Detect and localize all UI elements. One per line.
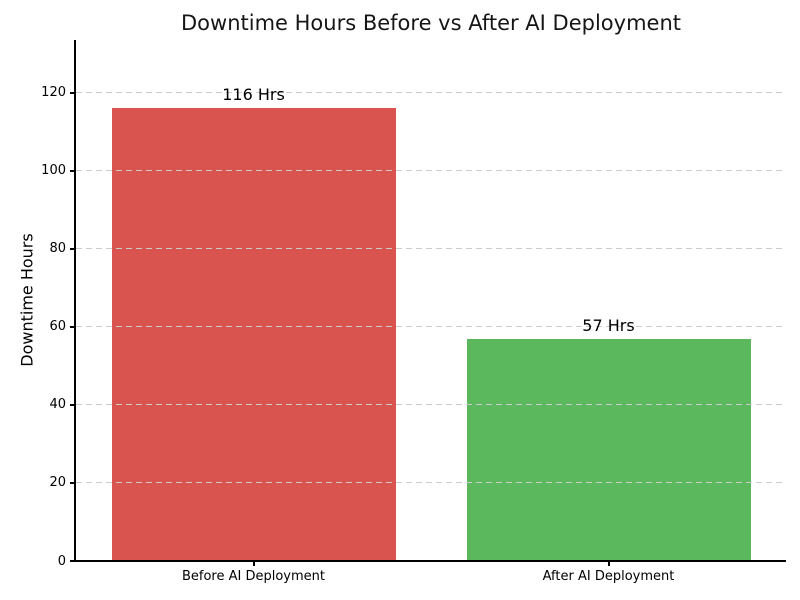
y-gridline (76, 482, 786, 484)
x-tick-label: Before AI Deployment (181, 569, 325, 584)
x-axis-spine (74, 560, 786, 562)
chart-title: Downtime Hours Before vs After AI Deploy… (181, 11, 681, 35)
plot-area: 116 Hrs 57 Hrs (76, 40, 786, 561)
x-tick-label: After AI Deployment (542, 569, 675, 584)
y-gridline (76, 404, 786, 406)
y-tick-mark (70, 91, 76, 94)
y-tick-mark (70, 247, 76, 250)
y-tick-label: 60 (49, 319, 66, 335)
y-gridline (76, 326, 786, 328)
x-tick-mark (252, 561, 255, 566)
y-gridline (76, 170, 786, 172)
bar-value-label: 57 Hrs (582, 315, 635, 335)
y-tick-label: 120 (41, 85, 66, 101)
y-tick-mark (70, 169, 76, 172)
y-tick-label: 40 (49, 397, 66, 413)
y-tick-label: 80 (49, 241, 66, 257)
y-axis-spine (74, 40, 76, 561)
bar-value-label: 116 Hrs (222, 85, 285, 105)
y-tick-label: 0 (57, 553, 66, 569)
bar-before-ai-deployment (111, 108, 396, 561)
bar-after-ai-deployment (466, 338, 751, 561)
y-tick-mark (70, 403, 76, 406)
y-gridline (76, 92, 786, 94)
y-tick-mark (70, 481, 76, 484)
y-tick-mark (70, 325, 76, 328)
x-tick-mark (607, 561, 610, 566)
y-gridline (76, 248, 786, 250)
y-tick-label: 20 (49, 475, 66, 491)
y-tick-label: 100 (41, 163, 66, 179)
y-tick-mark (70, 560, 76, 562)
